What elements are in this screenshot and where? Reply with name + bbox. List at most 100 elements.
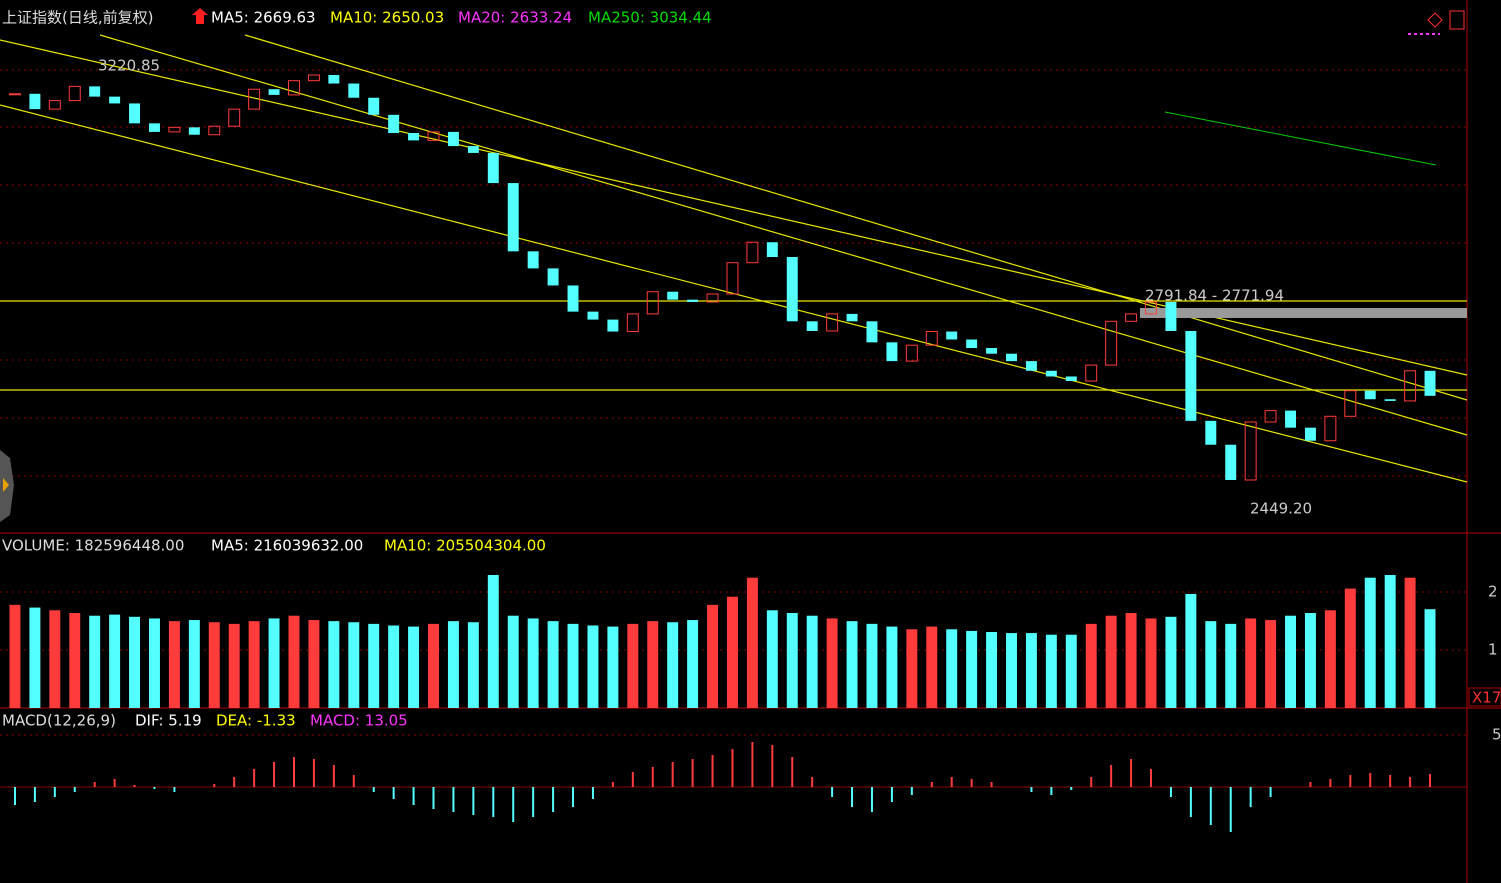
- volume-bar: [1105, 615, 1117, 708]
- volume-bar: [388, 625, 400, 708]
- volume-bar: [1364, 577, 1376, 708]
- candle: [726, 262, 739, 295]
- volume-bar: [786, 613, 798, 708]
- volume-bar: [567, 623, 579, 708]
- volume-bar: [527, 618, 539, 708]
- candle: [547, 268, 559, 286]
- volume-bar: [946, 629, 958, 708]
- volume-bar: [268, 618, 280, 708]
- volume-bar: [667, 622, 679, 708]
- axis-label: 1: [1488, 641, 1498, 659]
- candle: [1324, 415, 1337, 442]
- icon[interactable]: [1427, 12, 1443, 28]
- volume-bar: [866, 623, 878, 708]
- candle: [986, 348, 998, 354]
- volume-bar: [1404, 577, 1416, 708]
- candle: [886, 342, 898, 362]
- candle: [68, 85, 81, 102]
- candle: [706, 293, 719, 303]
- volume-bar: [188, 620, 200, 708]
- volume-bar: [1125, 613, 1137, 708]
- volume-ma5: MA5: 216039632.00: [211, 537, 363, 555]
- candle: [1205, 420, 1217, 445]
- volume-bar: [89, 615, 101, 708]
- volume-bar: [428, 623, 439, 708]
- candle: [1165, 301, 1177, 331]
- candle: [607, 319, 619, 332]
- volume-bar: [1344, 588, 1356, 708]
- volume-bar: [1145, 618, 1157, 708]
- candle: [1145, 301, 1157, 315]
- candle: [109, 96, 121, 104]
- candle: [1045, 370, 1057, 377]
- candle: [1006, 353, 1017, 362]
- unit-box: [1468, 687, 1501, 707]
- candle: [905, 344, 918, 362]
- candle: [129, 103, 141, 124]
- volume-ma10: MA10: 205504304.00: [384, 537, 546, 555]
- volume-bars: [9, 575, 1436, 708]
- volume-bar: [228, 623, 240, 708]
- candle: [487, 152, 499, 184]
- macd-name: MACD(12,26,9): [2, 712, 116, 730]
- candle: [1404, 370, 1417, 402]
- volume-bar: [1384, 575, 1396, 708]
- side-tab-arrow: [3, 478, 9, 492]
- candle: [29, 93, 41, 110]
- arrow-icon: [192, 8, 208, 24]
- high-label: 3220.85: [98, 57, 160, 75]
- ma250: MA250: 3034.44: [588, 9, 712, 27]
- candle: [527, 251, 539, 269]
- candle: [766, 242, 778, 258]
- candle: [567, 285, 579, 312]
- candle: [447, 131, 459, 147]
- volume-bar: [846, 621, 858, 708]
- candle: [866, 321, 878, 343]
- candle: [248, 88, 261, 110]
- volume-bar: [766, 610, 778, 708]
- volume-bar: [1085, 623, 1097, 708]
- volume-bar: [1045, 634, 1057, 708]
- candle: [48, 100, 61, 110]
- volume-bar: [148, 618, 160, 708]
- volume-bar: [109, 614, 121, 708]
- candle: [8, 93, 21, 96]
- candle: [368, 97, 380, 115]
- candle: [168, 126, 181, 133]
- volume-bar: [208, 622, 220, 708]
- candle: [1424, 370, 1436, 396]
- volume-bar: [288, 615, 300, 708]
- candle: [966, 339, 978, 349]
- icon[interactable]: [1449, 10, 1465, 30]
- candle: [328, 75, 340, 84]
- candle: [1125, 313, 1138, 322]
- volume-bar: [328, 621, 340, 708]
- macd-dea: DEA: -1.33: [216, 712, 296, 730]
- volume-label: VOLUME: 182596448.00: [2, 537, 184, 555]
- volume-bar: [308, 620, 320, 708]
- candle: [1364, 390, 1376, 400]
- volume-bar: [746, 577, 758, 708]
- candle: [427, 131, 440, 141]
- ma5: MA5: 2669.63: [211, 9, 316, 27]
- low-label: 2449.20: [1250, 500, 1312, 518]
- candle: [1185, 330, 1197, 421]
- volume-bar: [487, 575, 499, 708]
- macd-value: MACD: 13.05: [310, 712, 408, 730]
- candle: [1285, 410, 1297, 428]
- volume-bar: [806, 615, 818, 708]
- candle: [1384, 399, 1396, 401]
- volume-bar: [826, 618, 838, 708]
- volume-bar: [1185, 594, 1197, 708]
- candle: [925, 331, 938, 346]
- candle: [348, 83, 360, 98]
- candle: [786, 257, 798, 322]
- volume-bar: [248, 621, 260, 708]
- volume-bar: [726, 596, 738, 708]
- macd-dif: DIF: 5.19: [135, 712, 202, 730]
- volume-bar: [467, 622, 479, 708]
- volume-bar: [1065, 634, 1077, 708]
- candle: [89, 86, 101, 97]
- volume-bar: [966, 630, 978, 708]
- volume-bar: [627, 623, 639, 708]
